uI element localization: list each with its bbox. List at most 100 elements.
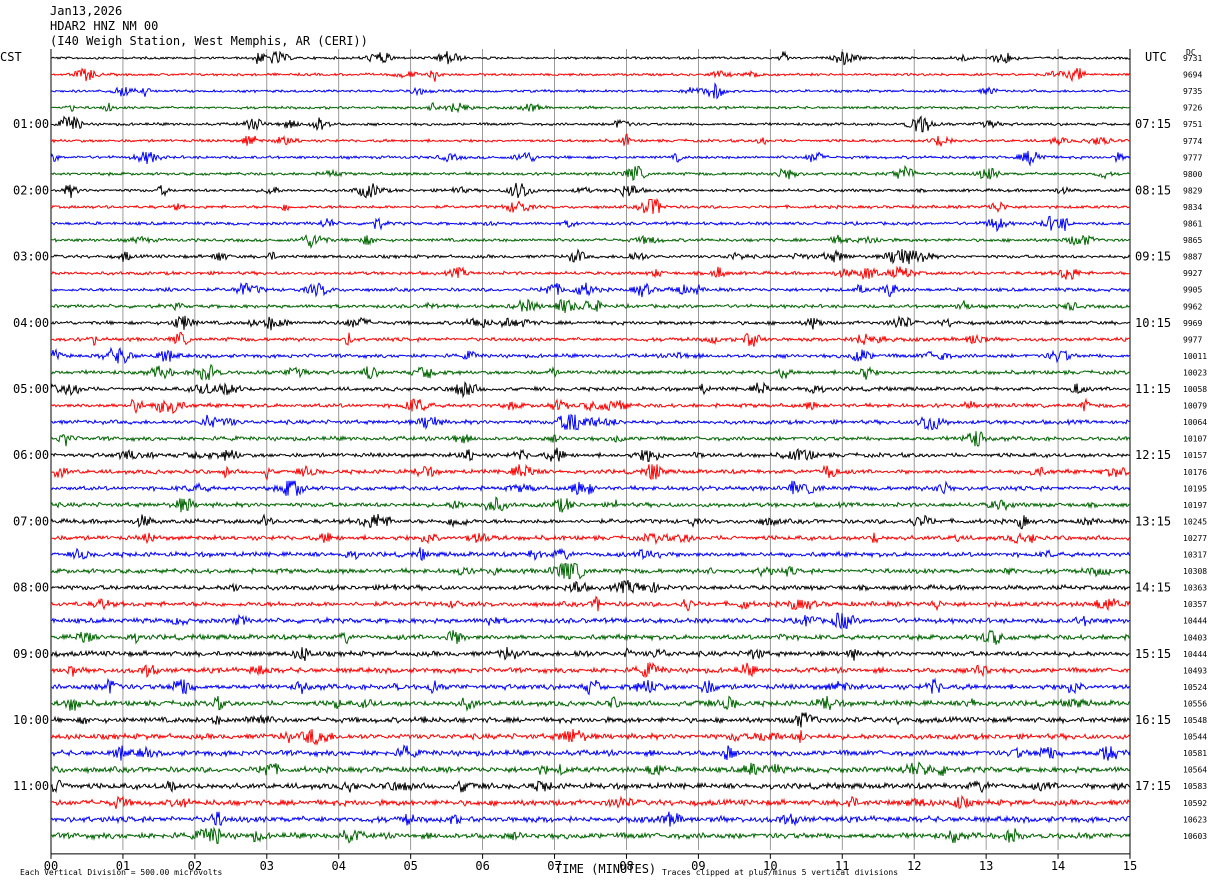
x-tick-label: 13 [979,859,993,873]
x-tick-label: 15 [1123,859,1137,873]
dc-offset-label: 9969 [1183,319,1202,328]
right-time-label: 15:15 [1135,647,1171,661]
dc-offset-label: 9887 [1183,253,1202,262]
dc-offset-label: 10277 [1183,534,1207,543]
clip-note: Traces clipped at plus/minus 5 vertical … [662,868,899,877]
trace-line [50,779,1131,794]
right-time-label: 16:15 [1135,713,1171,727]
trace-line [50,315,1131,331]
trace-line [50,331,1131,347]
station-label: HDAR2 HNZ NM 00 [50,19,159,33]
trace-line [50,811,1131,827]
trace-line [50,761,1131,777]
scale-note: Each Vertical Division = 500.00 microvol… [20,868,223,877]
left-time-label: 10:00 [13,713,49,727]
trace-line [50,579,1131,594]
trace-line [50,248,1131,265]
right-time-label: 08:15 [1135,183,1171,197]
dc-offset-label: 10157 [1183,451,1207,460]
location-label: (I40 Weigh Station, West Memphis, AR (CE… [50,34,368,48]
trace-line [50,265,1131,281]
dc-offset-label: 9861 [1183,220,1202,229]
left-time-label: 04:00 [13,316,49,330]
dc-offset-label: 10308 [1183,567,1207,576]
trace-line [50,647,1131,662]
x-tick-label: 05 [403,859,417,873]
trace-line [50,115,1131,133]
x-tick-label: 02 [188,859,202,873]
left-time-label: 02:00 [13,183,49,197]
right-time-label: 11:15 [1135,382,1171,396]
dc-offset-label: 9834 [1183,203,1202,212]
dc-offset-label: 9905 [1183,286,1202,295]
right-timezone-label: UTC [1145,50,1167,64]
right-time-label: 10:15 [1135,316,1171,330]
dc-offset-label: 10107 [1183,435,1207,444]
trace-line [50,397,1131,415]
left-time-label: 03:00 [13,250,49,264]
trace-line [50,532,1131,546]
trace-line [51,744,1131,761]
trace-line [50,661,1131,679]
dc-offset-label: 10524 [1183,683,1207,692]
left-time-label: 07:00 [13,514,49,528]
left-time-label: 05:00 [13,382,49,396]
dc-offset-label: 10058 [1183,385,1207,394]
dc-offset-label: 10544 [1183,733,1207,742]
left-time-label: 01:00 [13,117,49,131]
trace-line [50,729,1131,746]
x-tick-label: 07 [547,859,561,873]
trace-line [50,612,1131,630]
trace-line [50,233,1131,250]
trace-line [50,513,1131,530]
x-tick-label: 00 [44,859,58,873]
dc-offset-label: 10079 [1183,402,1207,411]
dc-offset-label: 9735 [1183,87,1202,96]
trace-line [50,164,1131,182]
x-tick-label: 01 [116,859,130,873]
dc-offset-label: 10064 [1183,418,1207,427]
dc-offset-label: 10444 [1183,617,1207,626]
x-tick-label: 11 [835,859,849,873]
trace-line [50,547,1131,562]
dc-offset-label: 10493 [1183,666,1207,675]
dc-offset-label: 9751 [1183,120,1202,129]
dc-offset-label: 10245 [1183,517,1207,526]
date-label: Jan13,2026 [50,4,123,18]
trace-line [50,562,1131,580]
dc-offset-label: 9800 [1183,170,1202,179]
right-time-label: 17:15 [1135,779,1171,793]
trace-line [50,282,1131,298]
x-tick-label: 12 [907,859,921,873]
trace-line [50,463,1131,481]
right-time-label: 13:15 [1135,514,1171,528]
x-tick-label: 10 [763,859,777,873]
trace-line [50,629,1131,645]
trace-line [50,101,1131,114]
trace-line [50,82,1131,100]
left-timezone-label: CST [0,50,22,64]
right-time-label: 12:15 [1135,448,1171,462]
dc-offset-label: 9977 [1183,335,1202,344]
trace-line [50,677,1131,696]
dc-offset-label: 10583 [1183,782,1207,791]
right-time-label: 09:15 [1135,250,1171,264]
dc-offset-label: 9774 [1183,137,1202,146]
trace-line [50,447,1131,462]
dc-offset-label: 10195 [1183,484,1207,493]
dc-offset-label: 9777 [1183,153,1202,162]
dc-offset-label: 10444 [1183,650,1207,659]
dc-label: DC [1186,48,1196,57]
trace-line [50,150,1131,167]
trace-line [50,215,1131,233]
left-time-label: 11:00 [13,779,49,793]
trace-line [50,712,1131,728]
left-time-label: 06:00 [13,448,49,462]
left-time-label: 08:00 [13,581,49,595]
trace-line [51,298,1131,313]
trace-line [50,198,1131,215]
dc-offset-label: 10023 [1183,368,1207,377]
trace-line [50,794,1131,809]
trace-line [50,133,1131,147]
trace-line [50,414,1130,431]
